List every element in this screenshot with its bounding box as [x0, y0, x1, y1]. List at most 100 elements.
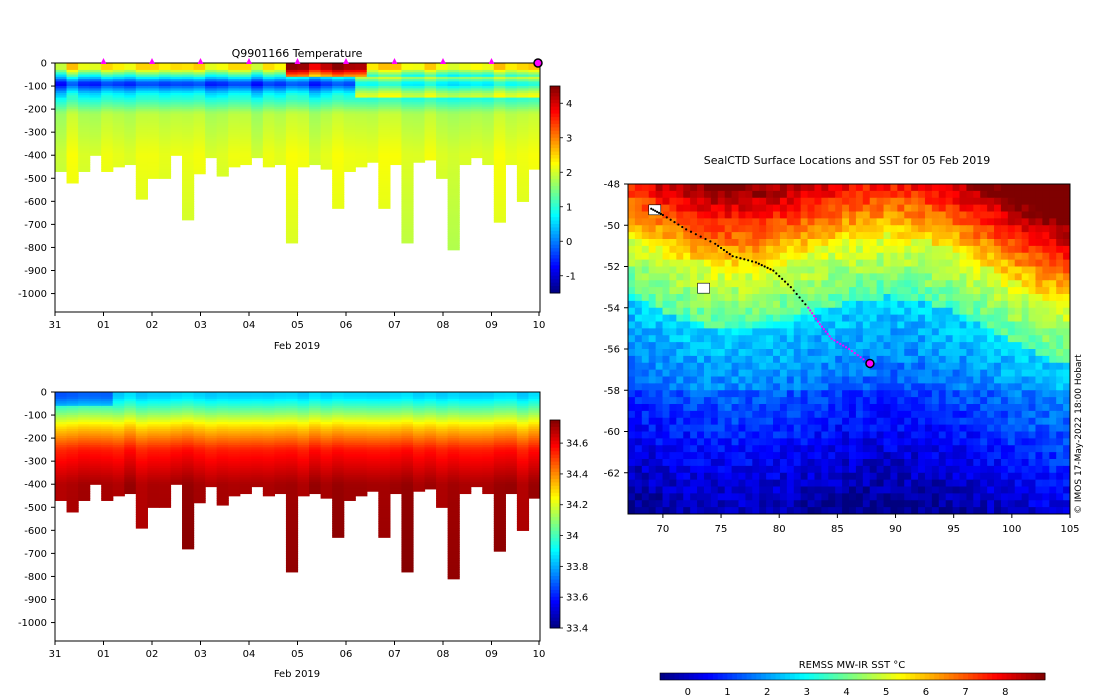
heatmap-cell	[366, 417, 379, 421]
heatmap-cell	[228, 141, 241, 145]
heatmap-cell	[320, 421, 333, 425]
heatmap-cell	[78, 463, 91, 467]
heatmap-cell	[239, 461, 252, 465]
sst-cell	[697, 204, 705, 213]
heatmap-cell	[355, 461, 368, 465]
heatmap-cell	[320, 132, 333, 136]
heatmap-cell	[332, 415, 345, 418]
heatmap-cell	[66, 175, 79, 179]
heatmap-cell	[297, 106, 310, 110]
heatmap-cell	[516, 440, 530, 444]
heatmap-cell	[332, 173, 345, 177]
heatmap-cell	[332, 470, 345, 474]
heatmap-cell	[101, 86, 114, 89]
heatmap-cell	[355, 136, 368, 140]
heatmap-cell	[274, 433, 287, 437]
heatmap-cell	[401, 396, 414, 400]
heatmap-cell	[297, 456, 310, 460]
heatmap-cell	[482, 456, 495, 460]
heatmap-cell	[401, 555, 414, 559]
heatmap-cell	[66, 396, 79, 400]
heatmap-cell	[436, 481, 449, 485]
heatmap-cell	[343, 417, 356, 421]
heatmap-cell	[436, 421, 449, 425]
heatmap-cell	[401, 111, 414, 115]
heatmap-cell	[182, 424, 195, 428]
heatmap-cell	[493, 166, 506, 170]
heatmap-cell	[447, 136, 460, 140]
heatmap-cell	[262, 120, 276, 124]
heatmap-cell	[193, 396, 206, 400]
heatmap-cell	[366, 408, 379, 412]
heatmap-cell	[459, 76, 472, 80]
heatmap-cell	[401, 518, 414, 522]
heatmap-cell	[355, 148, 368, 152]
heatmap-cell	[332, 456, 345, 460]
heatmap-cell	[332, 146, 345, 149]
heatmap-cell	[170, 92, 183, 96]
sst-cell	[655, 225, 664, 233]
heatmap-cell	[285, 164, 299, 168]
heatmap-cell	[528, 116, 540, 119]
heatmap-cell	[470, 405, 483, 409]
heatmap-cell	[505, 470, 518, 474]
heatmap-cell	[493, 159, 506, 163]
heatmap-cell	[528, 95, 540, 99]
heatmap-cell	[78, 169, 91, 172]
heatmap-cell	[228, 83, 241, 87]
heatmap-cell	[470, 470, 483, 474]
heatmap-cell	[262, 415, 276, 418]
heatmap-cell	[332, 129, 345, 133]
heatmap-cell	[447, 560, 460, 564]
heatmap-cell	[412, 134, 426, 138]
heatmap-cell	[366, 136, 379, 140]
heatmap-cell	[251, 398, 264, 402]
heatmap-cell	[216, 83, 229, 87]
heatmap-cell	[355, 76, 368, 80]
sst-cell	[683, 232, 691, 240]
heatmap-cell	[66, 92, 79, 96]
heatmap-cell	[239, 106, 252, 110]
heatmap-cell	[124, 456, 137, 460]
heatmap-cell	[470, 102, 483, 106]
sst-cell	[973, 232, 981, 240]
heatmap-cell	[228, 106, 241, 110]
heatmap-cell	[89, 148, 102, 152]
heatmap-cell	[482, 449, 495, 453]
heatmap-cell	[66, 148, 79, 152]
heatmap-cell	[332, 507, 345, 511]
heatmap-cell	[55, 132, 68, 136]
heatmap-cell	[528, 435, 540, 439]
heatmap-cell	[436, 454, 449, 458]
heatmap-cell	[355, 159, 368, 163]
heatmap-cell	[366, 92, 379, 96]
heatmap-cell	[493, 546, 506, 550]
heatmap-cell	[505, 410, 518, 414]
heatmap-cell	[182, 116, 195, 119]
sst-cell	[1000, 232, 1009, 240]
heatmap-cell	[378, 449, 391, 453]
heatmap-cell	[147, 76, 160, 80]
heatmap-cell	[147, 67, 160, 71]
heatmap-cell	[285, 155, 299, 159]
colorbar-step	[550, 576, 560, 580]
sst-cell	[938, 204, 947, 213]
heatmap-cell	[332, 81, 345, 85]
heatmap-cell	[55, 150, 68, 154]
heatmap-cell	[401, 104, 414, 108]
heatmap-cell	[482, 113, 495, 117]
heatmap-cell	[470, 67, 483, 71]
sst-cell	[945, 184, 954, 192]
heatmap-cell	[182, 129, 195, 133]
heatmap-cell	[158, 465, 172, 469]
heatmap-cell	[285, 132, 299, 136]
heatmap-cell	[112, 493, 125, 497]
heatmap-cell	[262, 150, 276, 154]
heatmap-cell	[158, 433, 172, 437]
sst-cell	[662, 190, 671, 199]
heatmap-cell	[216, 394, 229, 398]
heatmap-cell	[401, 178, 414, 182]
heatmap-cell	[493, 431, 506, 435]
heatmap-cell	[297, 419, 310, 423]
heatmap-cell	[251, 134, 264, 138]
